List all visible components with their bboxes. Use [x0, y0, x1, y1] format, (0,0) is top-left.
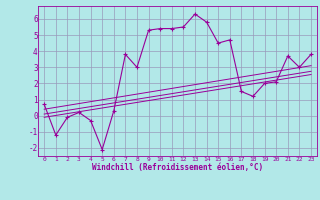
X-axis label: Windchill (Refroidissement éolien,°C): Windchill (Refroidissement éolien,°C): [92, 163, 263, 172]
